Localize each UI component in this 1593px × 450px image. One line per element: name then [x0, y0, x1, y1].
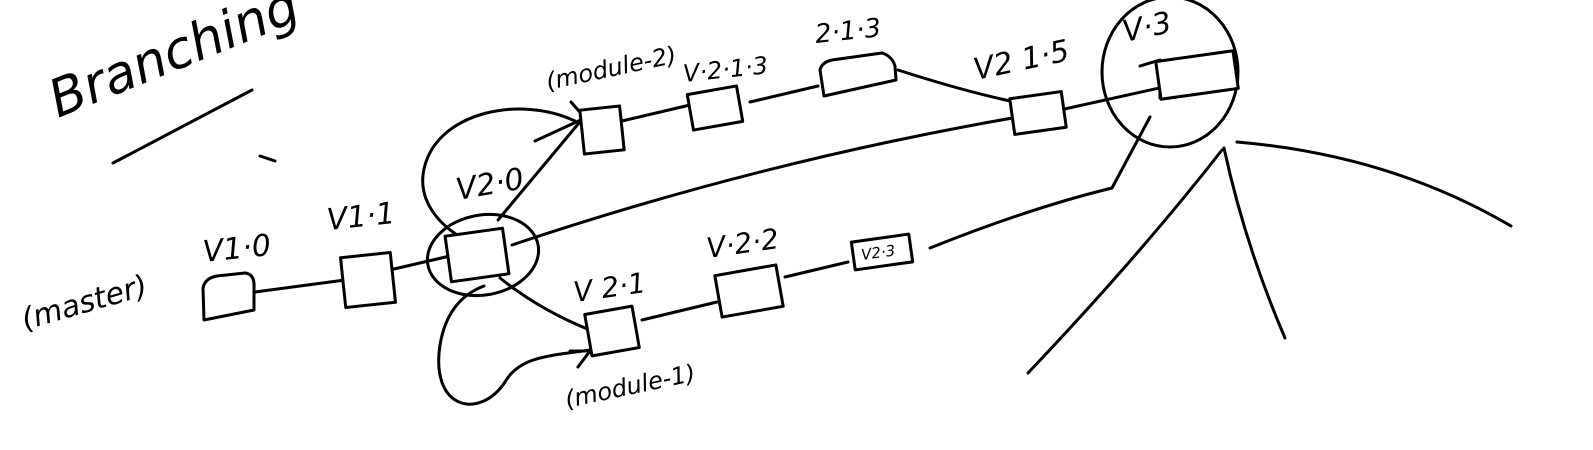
- node-v2-1-5: [1008, 90, 1068, 136]
- edge-m2-a-b: [620, 103, 692, 123]
- edge-m2-c-v2-1-5: [896, 68, 1012, 103]
- edge-v2-0-module-1: [498, 276, 592, 332]
- label-v2-3: V2·3: [860, 241, 896, 264]
- node-v1-1: [339, 251, 397, 309]
- edge-v2-0-v3: [510, 73, 1220, 247]
- label-2-1-3: 2·1·3: [814, 13, 883, 50]
- branch-label-master: (master): [18, 268, 152, 337]
- arrow-module-2: [533, 100, 587, 143]
- branch-label-module-2: (module-2): [543, 41, 679, 96]
- stroke-right-2: [1222, 146, 1287, 340]
- node-v2-0: [443, 226, 511, 284]
- edge-v2-0-module-2: [496, 115, 586, 222]
- merge-loop-lower: [437, 284, 592, 406]
- edge-m1-b-c: [783, 260, 850, 279]
- label-v2-1-3: V·2·1·3: [682, 51, 770, 88]
- node-v1-0: [201, 271, 256, 322]
- edge-v1-0-v1-1: [253, 278, 347, 294]
- label-v1-0: V1·0: [201, 228, 273, 270]
- highlight-v2-0: [425, 212, 541, 298]
- node-v2-3: [849, 232, 915, 272]
- node-v2-1: [583, 304, 641, 358]
- label-v1-1: V1·1: [325, 196, 397, 238]
- node-v3: [1154, 49, 1240, 101]
- edge-m1-c-v3: [928, 115, 1152, 250]
- node-v2-2: [713, 263, 785, 319]
- stroke-right-1: [1026, 148, 1224, 375]
- highlight-v3: [1100, 0, 1240, 149]
- edge-v1-1-v2-0: [392, 254, 452, 271]
- node-m2-a: [578, 104, 626, 156]
- label-v2-2: V·2·2: [704, 222, 780, 265]
- title-underline: [111, 88, 254, 165]
- stroke-right-3: [1235, 140, 1513, 228]
- label-v2-1: V 2·1: [571, 266, 647, 309]
- diagram-title: Branching: [40, 0, 307, 130]
- stray-dash: [258, 154, 277, 163]
- edge-m1-a-b: [640, 300, 719, 322]
- edge-m2-b-c: [748, 84, 820, 104]
- node-v2-1-3: [685, 84, 745, 132]
- node-2-1-3: [818, 51, 898, 98]
- branch-label-module-1: (module-1): [562, 359, 698, 414]
- merge-loop-upper: [421, 107, 577, 240]
- label-v2-1-5: V2 1·5: [970, 33, 1072, 87]
